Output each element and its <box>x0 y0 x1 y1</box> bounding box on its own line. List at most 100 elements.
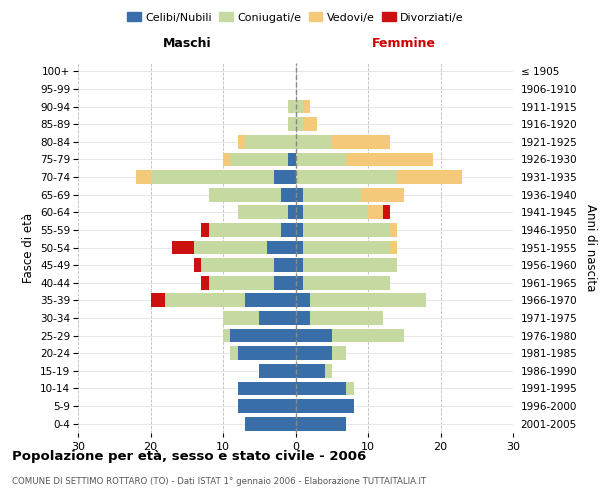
Bar <box>296 294 426 307</box>
Bar <box>296 100 310 114</box>
Bar <box>288 100 296 114</box>
Bar <box>230 346 296 360</box>
Bar <box>296 276 390 289</box>
Bar <box>288 118 296 131</box>
Bar <box>238 135 296 148</box>
Bar <box>288 118 296 131</box>
Bar <box>296 364 332 378</box>
Bar <box>274 258 296 272</box>
Bar <box>201 276 296 289</box>
Bar <box>296 328 404 342</box>
Y-axis label: Fasce di età: Fasce di età <box>22 212 35 282</box>
Bar <box>296 311 310 325</box>
Bar <box>194 258 296 272</box>
Bar <box>281 223 296 237</box>
Bar <box>296 311 383 325</box>
Bar <box>296 382 346 396</box>
Legend: Celibi/Nubili, Coniugati/e, Vedovi/e, Divorziati/e: Celibi/Nubili, Coniugati/e, Vedovi/e, Di… <box>124 9 467 26</box>
Bar <box>245 417 296 430</box>
Bar <box>223 311 296 325</box>
Bar <box>296 206 390 219</box>
Bar <box>201 258 296 272</box>
Bar <box>172 240 296 254</box>
Bar <box>238 346 296 360</box>
Bar <box>151 294 296 307</box>
Bar <box>296 152 346 166</box>
Bar <box>209 188 296 202</box>
Bar <box>296 118 317 131</box>
Bar <box>209 276 296 289</box>
Bar <box>230 346 296 360</box>
Bar <box>296 152 433 166</box>
Bar <box>238 399 296 413</box>
Bar <box>296 206 303 219</box>
Bar <box>238 206 296 219</box>
Bar <box>296 417 346 430</box>
Bar <box>223 152 296 166</box>
Text: Maschi: Maschi <box>163 37 211 50</box>
Bar <box>296 223 397 237</box>
Bar <box>288 206 296 219</box>
Bar <box>296 328 404 342</box>
Bar <box>209 223 296 237</box>
Bar <box>296 417 346 430</box>
Bar <box>296 258 303 272</box>
Bar <box>296 223 390 237</box>
Bar <box>136 170 296 184</box>
Bar <box>238 206 296 219</box>
Bar <box>223 311 296 325</box>
Bar <box>296 170 462 184</box>
Bar <box>296 170 397 184</box>
Bar <box>296 382 353 396</box>
Bar <box>266 240 296 254</box>
Bar <box>296 240 303 254</box>
Bar <box>165 294 296 307</box>
Bar <box>296 382 353 396</box>
Bar <box>296 276 303 289</box>
Bar <box>296 346 346 360</box>
Bar <box>296 206 368 219</box>
Bar <box>296 346 332 360</box>
Bar <box>296 399 353 413</box>
Bar <box>296 188 303 202</box>
Bar <box>281 188 296 202</box>
Bar <box>238 382 296 396</box>
Bar <box>223 328 296 342</box>
Bar <box>238 135 296 148</box>
Bar <box>230 152 296 166</box>
Bar <box>296 170 462 184</box>
Bar <box>296 346 346 360</box>
Bar <box>296 258 397 272</box>
Bar <box>245 294 296 307</box>
Bar <box>296 399 353 413</box>
Bar <box>296 188 404 202</box>
Bar <box>296 152 433 166</box>
Bar <box>259 364 296 378</box>
Bar <box>209 223 296 237</box>
Bar <box>238 399 296 413</box>
Bar <box>296 364 332 378</box>
Bar <box>288 152 296 166</box>
Bar <box>259 364 296 378</box>
Bar <box>296 100 303 114</box>
Bar <box>296 135 390 148</box>
Bar <box>223 311 296 325</box>
Bar <box>238 399 296 413</box>
Bar <box>209 188 296 202</box>
Bar <box>296 346 346 360</box>
Bar <box>238 382 296 396</box>
Bar <box>245 417 296 430</box>
Bar <box>296 118 303 131</box>
Bar <box>194 240 296 254</box>
Bar <box>296 276 390 289</box>
Bar <box>230 346 296 360</box>
Bar <box>296 206 383 219</box>
Bar <box>296 311 383 325</box>
Bar <box>209 276 296 289</box>
Bar <box>245 417 296 430</box>
Bar <box>259 364 296 378</box>
Bar <box>238 206 296 219</box>
Bar <box>201 258 296 272</box>
Text: Popolazione per età, sesso e stato civile - 2006: Popolazione per età, sesso e stato civil… <box>12 450 366 463</box>
Bar <box>165 294 296 307</box>
